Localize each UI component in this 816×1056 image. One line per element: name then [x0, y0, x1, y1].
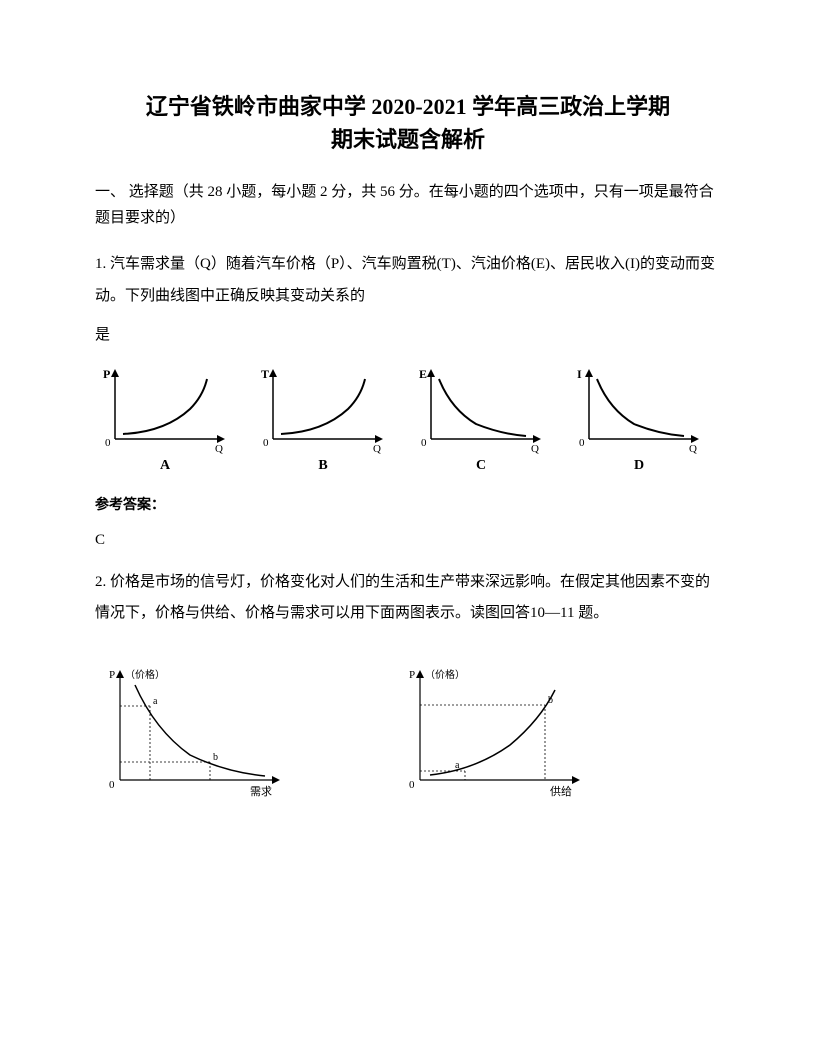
- svg-text:需求: 需求: [250, 785, 272, 798]
- svg-text:a: a: [153, 696, 158, 707]
- svg-text:P: P: [109, 669, 115, 681]
- svg-text:Q: Q: [215, 443, 223, 454]
- chart-c: E Q 0 C: [411, 364, 551, 474]
- supply-chart-svg: （价格） P 0 供给 a b: [395, 660, 595, 805]
- supply-chart: （价格） P 0 供给 a b: [395, 660, 595, 805]
- svg-text:P: P: [409, 669, 415, 681]
- question-1-text: 1. 汽车需求量（Q）随着汽车价格（P）、汽车购置税(T)、汽油价格(E)、居民…: [95, 256, 715, 304]
- demand-chart: （价格） P 0 需求 a b: [95, 660, 295, 805]
- question-1-suffix: 是: [95, 320, 721, 352]
- chart-a: P Q 0 A: [95, 364, 235, 474]
- chart-d: I Q 0 D: [569, 364, 709, 474]
- chart-b: T Q 0 B: [253, 364, 393, 474]
- svg-text:I: I: [577, 367, 582, 381]
- svg-text:0: 0: [105, 437, 111, 449]
- svg-text:Q: Q: [373, 443, 381, 454]
- chart-c-label: C: [476, 458, 486, 474]
- svg-text:b: b: [548, 695, 553, 706]
- question-1: 1. 汽车需求量（Q）随着汽车价格（P）、汽车购置税(T)、汽油价格(E)、居民…: [95, 249, 721, 312]
- chart-b-svg: T Q 0: [253, 364, 393, 454]
- section-1-header: 一、 选择题（共 28 小题，每小题 2 分，共 56 分。在每小题的四个选项中…: [95, 180, 721, 231]
- answer-label: 参考答案：: [95, 494, 721, 514]
- svg-text:（价格）: （价格）: [125, 668, 165, 681]
- chart-b-label: B: [318, 458, 327, 474]
- chart-a-label: A: [160, 458, 170, 474]
- svg-text:（价格）: （价格）: [425, 668, 465, 681]
- question-2: 2. 价格是市场的信号灯，价格变化对人们的生活和生产带来深远影响。在假定其他因素…: [95, 567, 721, 630]
- svg-text:0: 0: [421, 437, 427, 449]
- svg-text:0: 0: [579, 437, 585, 449]
- question-1-charts: P Q 0 A T Q 0 B E Q 0 C: [95, 364, 721, 474]
- question-1-answer: C: [95, 532, 721, 549]
- svg-text:P: P: [103, 367, 110, 381]
- chart-a-svg: P Q 0: [95, 364, 235, 454]
- chart-d-label: D: [634, 458, 644, 474]
- demand-chart-svg: （价格） P 0 需求 a b: [95, 660, 295, 805]
- chart-d-svg: I Q 0: [569, 364, 709, 454]
- svg-text:0: 0: [263, 437, 269, 449]
- svg-text:供给: 供给: [550, 784, 572, 798]
- svg-text:T: T: [261, 367, 269, 381]
- document-title: 辽宁省铁岭市曲家中学 2020-2021 学年高三政治上学期 期末试题含解析: [95, 90, 721, 156]
- question-2-charts: （价格） P 0 需求 a b （价格） P 0 供给 a: [95, 660, 721, 805]
- svg-text:b: b: [213, 752, 218, 763]
- svg-text:Q: Q: [689, 443, 697, 454]
- svg-text:a: a: [455, 760, 460, 771]
- title-line-1: 辽宁省铁岭市曲家中学 2020-2021 学年高三政治上学期: [146, 94, 670, 119]
- svg-text:0: 0: [109, 779, 115, 791]
- svg-text:0: 0: [409, 779, 415, 791]
- title-line-2: 期末试题含解析: [331, 127, 485, 152]
- svg-text:Q: Q: [531, 443, 539, 454]
- svg-text:E: E: [419, 367, 427, 381]
- chart-c-svg: E Q 0: [411, 364, 551, 454]
